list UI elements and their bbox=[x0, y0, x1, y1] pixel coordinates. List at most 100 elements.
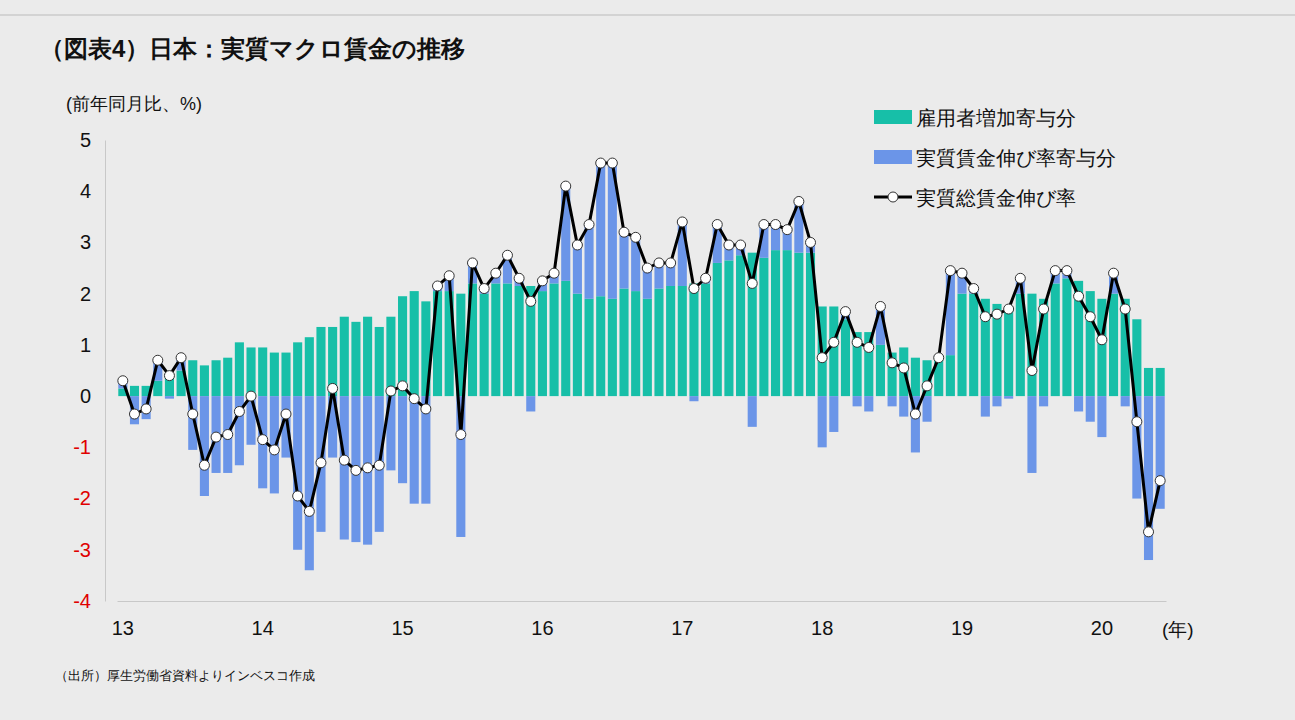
marker bbox=[572, 240, 582, 250]
bar bbox=[678, 286, 687, 396]
bar bbox=[212, 396, 221, 473]
bar bbox=[771, 250, 780, 396]
bar bbox=[410, 291, 419, 396]
marker bbox=[351, 465, 361, 475]
bar bbox=[1121, 396, 1130, 406]
marker bbox=[234, 406, 244, 416]
bar bbox=[281, 353, 290, 397]
bar bbox=[911, 358, 920, 396]
bar bbox=[841, 319, 850, 396]
legend-label: 雇用者増加寄与分 bbox=[916, 107, 1076, 129]
x-axis-line bbox=[118, 601, 1167, 602]
bar bbox=[829, 306, 838, 396]
bar bbox=[689, 396, 698, 401]
x-tick: 13 bbox=[112, 601, 134, 639]
bar bbox=[1039, 299, 1048, 396]
bar bbox=[491, 283, 500, 396]
marker bbox=[1050, 266, 1060, 276]
marker bbox=[537, 276, 547, 286]
marker bbox=[246, 391, 256, 401]
marker bbox=[910, 409, 920, 419]
marker bbox=[1155, 476, 1165, 486]
marker bbox=[980, 312, 990, 322]
bar bbox=[1086, 291, 1095, 396]
bar bbox=[794, 253, 803, 396]
bar bbox=[503, 283, 512, 396]
legend-label: 実質総賃金伸び率 bbox=[916, 187, 1076, 209]
bar bbox=[223, 358, 232, 396]
legend-item: 雇用者増加寄与分 bbox=[874, 107, 1076, 129]
bar bbox=[235, 342, 244, 396]
marker bbox=[141, 404, 151, 414]
marker bbox=[339, 455, 349, 465]
y-tick: -1 bbox=[73, 436, 105, 458]
bar bbox=[316, 396, 325, 532]
marker bbox=[1039, 304, 1049, 314]
marker bbox=[316, 458, 326, 468]
marker bbox=[386, 386, 396, 396]
marker bbox=[456, 430, 466, 440]
x-tick-label: 16 bbox=[531, 617, 553, 639]
marker bbox=[724, 240, 734, 250]
bar bbox=[1144, 396, 1153, 560]
bar bbox=[421, 396, 430, 504]
bar bbox=[165, 396, 174, 399]
legend-label: 実質賃金伸び率寄与分 bbox=[916, 147, 1116, 169]
bar bbox=[340, 317, 349, 396]
bar bbox=[293, 342, 302, 396]
marker bbox=[677, 217, 687, 227]
bar bbox=[130, 396, 139, 424]
marker bbox=[1062, 266, 1072, 276]
legend-swatch bbox=[874, 150, 912, 164]
bar bbox=[398, 396, 407, 483]
bar bbox=[1027, 396, 1036, 473]
marker bbox=[1085, 312, 1095, 322]
bar bbox=[561, 281, 570, 396]
marker bbox=[1015, 273, 1025, 283]
bar bbox=[375, 396, 384, 532]
bar bbox=[736, 255, 745, 396]
marker-group bbox=[118, 158, 1165, 537]
marker bbox=[153, 355, 163, 365]
y-tick: 1 bbox=[80, 334, 105, 356]
marker bbox=[1004, 304, 1014, 314]
marker bbox=[293, 491, 303, 501]
marker bbox=[491, 268, 501, 278]
marker bbox=[281, 409, 291, 419]
marker bbox=[701, 273, 711, 283]
marker bbox=[118, 376, 128, 386]
bar bbox=[619, 232, 628, 288]
y-axis-line bbox=[105, 141, 106, 602]
marker bbox=[666, 258, 676, 268]
marker bbox=[176, 353, 186, 363]
x-tick: 18 bbox=[811, 601, 833, 639]
bar bbox=[1074, 396, 1083, 411]
bar bbox=[1062, 278, 1071, 396]
bar bbox=[212, 360, 221, 396]
marker bbox=[957, 268, 967, 278]
marker bbox=[782, 225, 792, 235]
bar bbox=[526, 396, 535, 411]
marker bbox=[526, 296, 536, 306]
bar bbox=[643, 299, 652, 396]
bar bbox=[853, 396, 862, 406]
bar bbox=[1074, 281, 1083, 396]
bar bbox=[526, 286, 535, 396]
bar bbox=[818, 396, 827, 447]
y-tick: -3 bbox=[73, 539, 105, 561]
bar bbox=[689, 283, 698, 396]
y-tick: 5 bbox=[80, 129, 105, 151]
legend: 雇用者増加寄与分実質賃金伸び率寄与分実質総賃金伸び率 bbox=[874, 107, 1116, 209]
marker bbox=[444, 271, 454, 281]
marker bbox=[607, 158, 617, 168]
marker bbox=[794, 196, 804, 206]
marker bbox=[945, 266, 955, 276]
bar bbox=[316, 327, 325, 396]
marker bbox=[1074, 291, 1084, 301]
bar bbox=[386, 317, 395, 396]
bar bbox=[410, 396, 419, 504]
bar-series bbox=[118, 250, 1164, 396]
bar bbox=[899, 396, 908, 416]
bar bbox=[305, 337, 314, 396]
bar bbox=[992, 396, 1001, 406]
